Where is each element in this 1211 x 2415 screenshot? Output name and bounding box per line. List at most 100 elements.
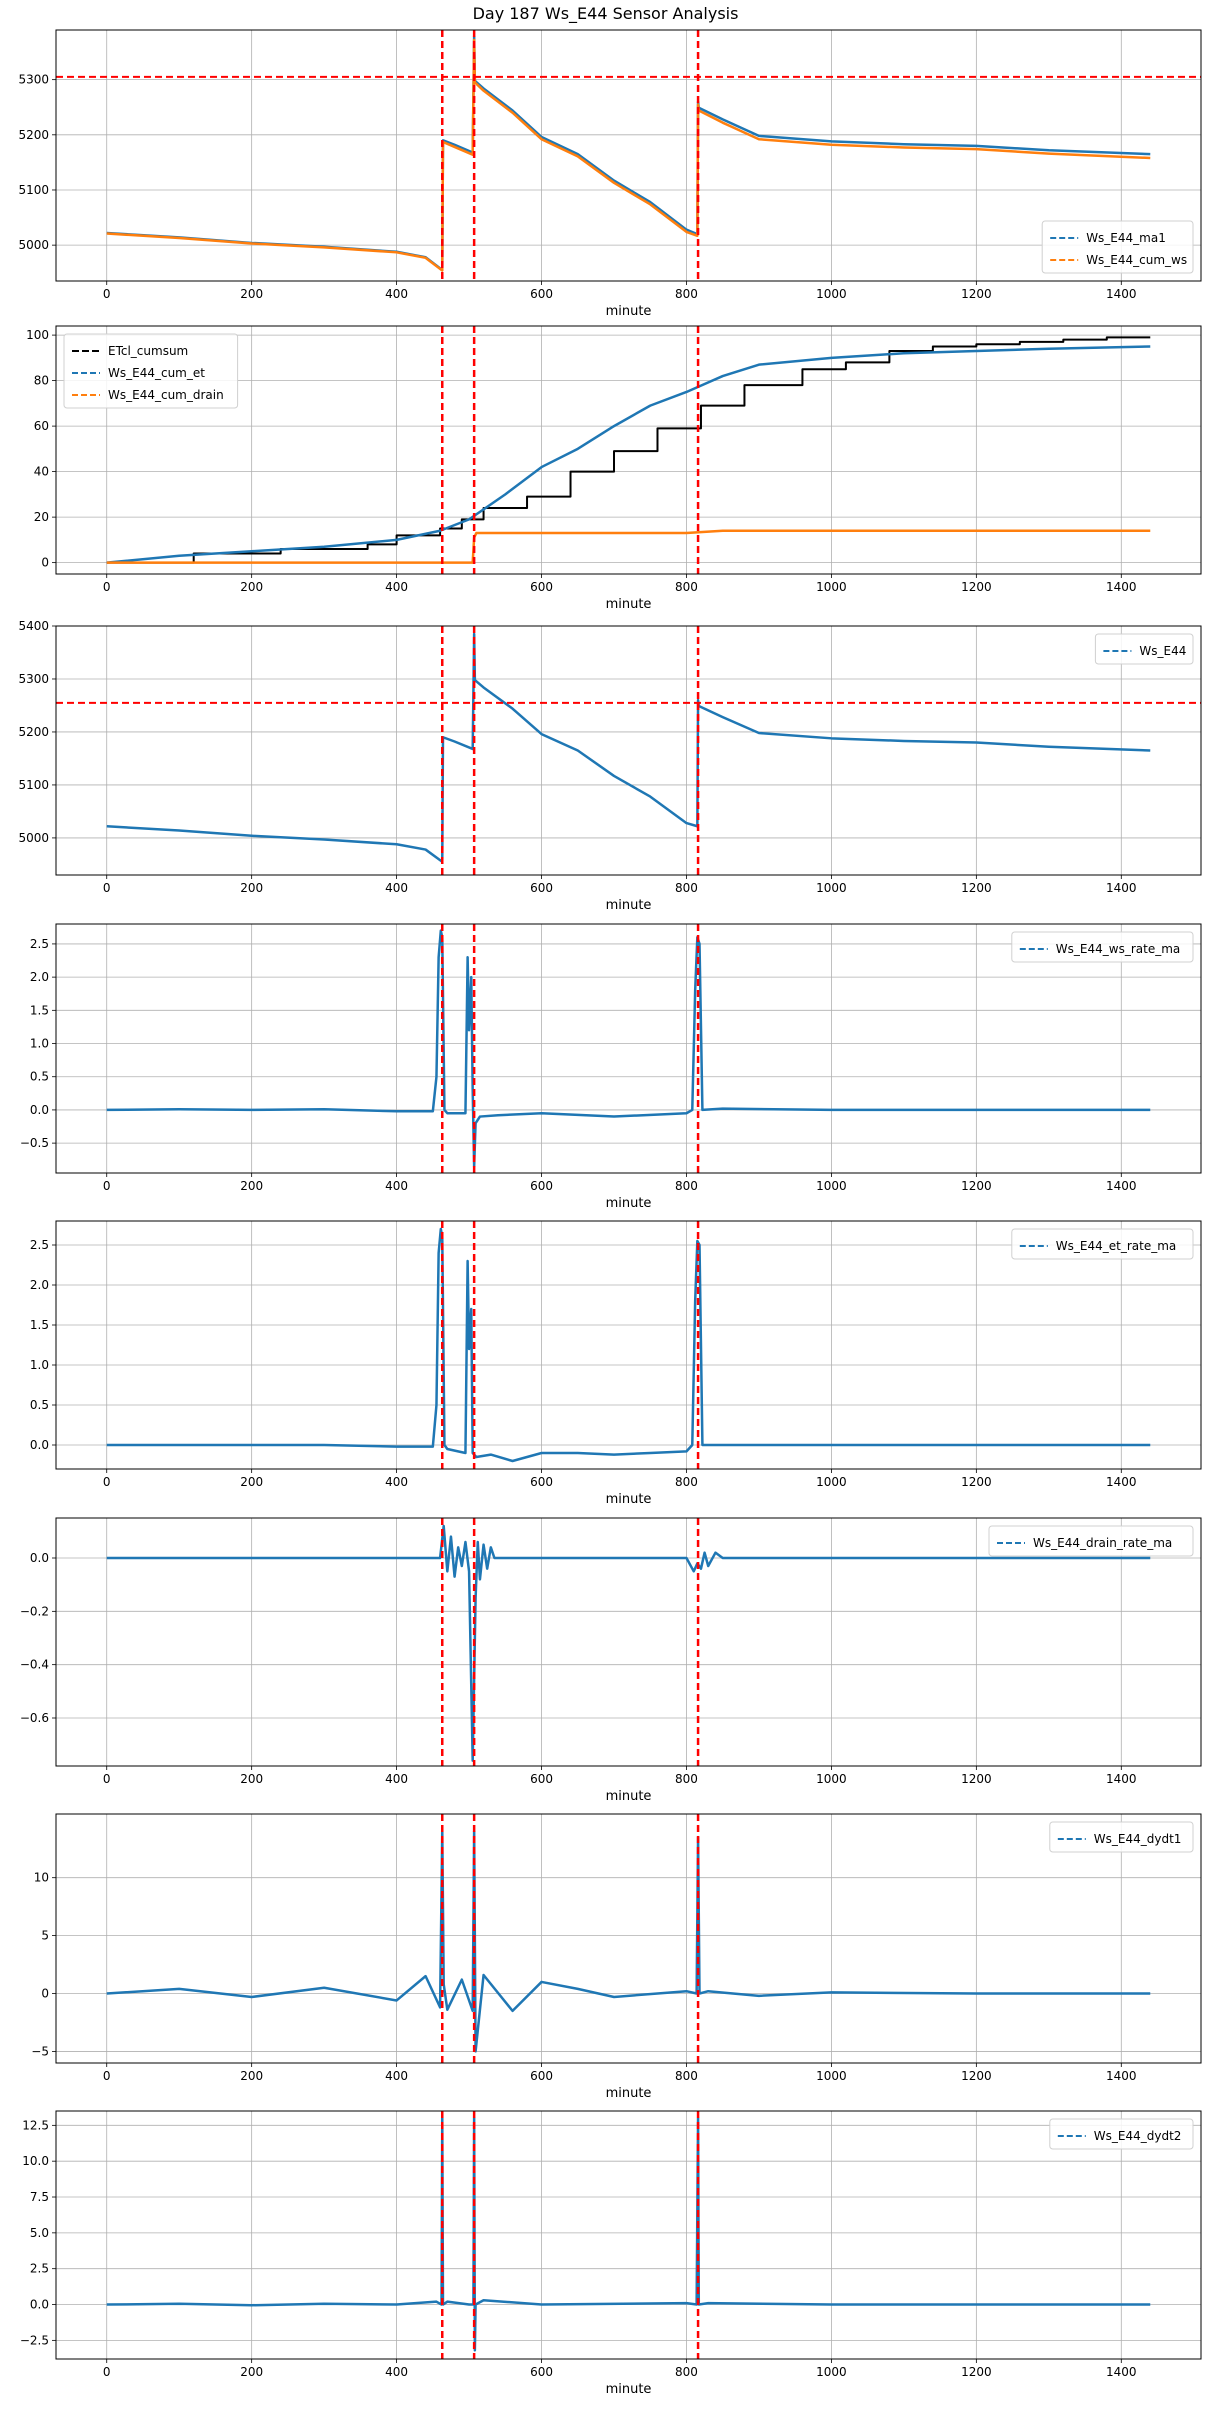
x-tick-label: 800 <box>675 1475 698 1489</box>
y-tick-label: 5300 <box>18 73 49 87</box>
series-line-ETcl_cumsum <box>106 336 1151 564</box>
x-tick-label: 1400 <box>1106 2069 1137 2083</box>
legend: Ws_E44_drain_rate_ma <box>988 1525 1194 1557</box>
y-tick-label: 10.0 <box>22 2154 49 2168</box>
plot-content <box>106 326 1151 574</box>
y-tick-label: 5.0 <box>30 2226 49 2240</box>
x-tick-label: 1200 <box>961 1179 992 1193</box>
chart-panel-7: 0 200 400 600 800 1000 1200 1400 −5 0 5 10 minute Ws_… <box>31 1813 1202 2101</box>
series-line-Ws_E44_cum_drain <box>106 529 1151 564</box>
x-tick-label: 400 <box>385 580 408 594</box>
series-line-Ws_E44_drain_rate_ma <box>106 1524 1151 1762</box>
y-tick-label: 2.5 <box>30 1238 49 1252</box>
legend-label: Ws_E44_dydt1 <box>1094 1832 1182 1846</box>
axes-frame <box>55 1220 1202 1470</box>
y-tick-label: 0.5 <box>30 1398 49 1412</box>
x-axis-label: minute <box>606 304 652 319</box>
y-tick-label: −0.4 <box>20 1658 49 1672</box>
axes-frame <box>55 625 1202 876</box>
x-tick-label: 1400 <box>1106 1772 1137 1786</box>
x-tick-label: 1200 <box>961 1475 992 1489</box>
y-tick-label: −5 <box>31 2044 49 2058</box>
x-axis-label: minute <box>606 1492 652 1507</box>
x-tick-label: 1400 <box>1106 1179 1137 1193</box>
x-tick-label: 1000 <box>816 1475 847 1489</box>
series-line-Ws_E44_cum_ws <box>106 38 1151 272</box>
legend-box <box>1011 931 1194 963</box>
plot-content <box>106 1518 1151 1766</box>
y-tick-label: 0.0 <box>30 1438 49 1452</box>
y-tick-label: 5400 <box>18 619 49 633</box>
y-tick-label: 12.5 <box>22 2118 49 2132</box>
figure-title: Day 187 Ws_E44 Sensor Analysis <box>472 4 739 23</box>
legend: Ws_E44 <box>1094 633 1194 665</box>
x-tick-label: 200 <box>240 2069 263 2083</box>
y-tick-label: 0 <box>41 556 49 570</box>
legend: Ws_E44_dydt2 <box>1049 2118 1194 2150</box>
x-tick-label: 400 <box>385 2069 408 2083</box>
x-tick-label: 800 <box>675 881 698 895</box>
x-tick-label: 600 <box>530 580 553 594</box>
x-tick-label: 800 <box>675 1772 698 1786</box>
x-axis-label: minute <box>606 597 652 612</box>
legend: Ws_E44_et_rate_ma <box>1011 1228 1194 1260</box>
series-line-Ws_E44_cum_et <box>106 345 1151 564</box>
x-axis-label: minute <box>606 2086 652 2101</box>
y-tick-label: 1.5 <box>30 1003 49 1017</box>
legend-label: Ws_E44_ws_rate_ma <box>1056 942 1180 956</box>
x-tick-label: 800 <box>675 580 698 594</box>
x-tick-label: 800 <box>675 1179 698 1193</box>
x-tick-label: 0 <box>103 2365 111 2379</box>
plot-area <box>56 924 1201 1173</box>
x-tick-label: 600 <box>530 881 553 895</box>
x-tick-label: 400 <box>385 2365 408 2379</box>
y-tick-label: 5 <box>41 1929 49 1943</box>
y-tick-label: −0.2 <box>20 1604 49 1618</box>
x-tick-label: 1400 <box>1106 2365 1137 2379</box>
axes-frame <box>55 1517 1202 1767</box>
x-tick-label: 400 <box>385 1179 408 1193</box>
axes-frame <box>55 2110 1202 2360</box>
y-tick-label: 100 <box>26 328 49 342</box>
y-tick-label: 2.0 <box>30 970 49 984</box>
legend-box <box>1094 633 1194 665</box>
legend-box <box>1049 1821 1194 1853</box>
y-tick-label: 1.0 <box>30 1037 49 1051</box>
y-tick-label: 0.0 <box>30 1103 49 1117</box>
y-tick-label: 2.5 <box>30 2262 49 2276</box>
legend-box <box>988 1525 1194 1557</box>
x-tick-label: 1000 <box>816 1179 847 1193</box>
chart-panel-8: 0 200 400 600 800 1000 1200 1400 −2.5 0.0 2.5 5.0 7.… <box>20 2110 1202 2397</box>
y-tick-label: 80 <box>34 374 49 388</box>
y-tick-label: 0.0 <box>30 1551 49 1565</box>
y-tick-label: 1.5 <box>30 1318 49 1332</box>
chart-panel-1: 0 200 400 600 800 1000 1200 1400 5000 5100 5200 530… <box>18 29 1202 319</box>
y-tick-label: 0.5 <box>30 1070 49 1084</box>
legend: Ws_E44_ma1 Ws_E44_cum_ws <box>1041 220 1194 274</box>
legend-label: Ws_E44_drain_rate_ma <box>1033 1536 1172 1550</box>
x-tick-label: 600 <box>530 1475 553 1489</box>
x-tick-label: 1000 <box>816 580 847 594</box>
y-tick-label: 10 <box>34 1871 49 1885</box>
x-tick-label: 0 <box>103 2069 111 2083</box>
axes-frame <box>55 29 1202 282</box>
y-tick-label: 5000 <box>18 831 49 845</box>
x-tick-label: 600 <box>530 1179 553 1193</box>
legend: Ws_E44_dydt1 <box>1049 1821 1194 1853</box>
x-tick-label: 600 <box>530 1772 553 1786</box>
x-tick-label: 200 <box>240 287 263 301</box>
plot-area <box>56 30 1201 281</box>
x-tick-label: 1200 <box>961 2069 992 2083</box>
x-tick-label: 1200 <box>961 580 992 594</box>
legend-box <box>1011 1228 1194 1260</box>
plot-content <box>106 924 1151 1173</box>
x-tick-label: 400 <box>385 881 408 895</box>
y-tick-label: 60 <box>34 419 49 433</box>
x-tick-label: 400 <box>385 1475 408 1489</box>
x-axis-label: minute <box>606 898 652 913</box>
x-tick-label: 0 <box>103 1475 111 1489</box>
x-axis-label: minute <box>606 1196 652 1211</box>
legend-label: Ws_E44_cum_ws <box>1086 253 1187 267</box>
x-tick-label: 1000 <box>816 881 847 895</box>
